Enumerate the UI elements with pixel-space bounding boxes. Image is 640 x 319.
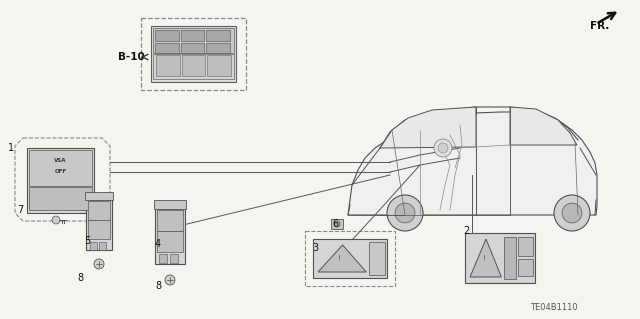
Text: 8: 8 [155, 281, 161, 291]
Text: 4: 4 [155, 239, 161, 249]
Bar [369, 242, 385, 275]
Text: VSA: VSA [54, 159, 67, 164]
Polygon shape [510, 107, 577, 145]
Bar [331, 219, 343, 229]
Bar [85, 192, 113, 200]
Circle shape [395, 203, 415, 223]
Bar [180, 30, 204, 41]
Bar [182, 55, 205, 76]
Bar [88, 201, 110, 220]
Bar [518, 237, 533, 256]
Bar [90, 242, 97, 250]
Polygon shape [380, 107, 476, 148]
Text: FR.: FR. [590, 21, 609, 31]
Bar [151, 26, 236, 82]
Bar [305, 231, 395, 286]
Text: 3: 3 [312, 243, 318, 253]
Text: B-10: B-10 [118, 52, 145, 62]
Bar [99, 242, 106, 250]
Bar [170, 254, 178, 263]
Circle shape [52, 216, 60, 224]
Bar [206, 43, 230, 53]
Bar [180, 43, 204, 53]
Text: 7: 7 [17, 205, 23, 215]
Bar [153, 28, 234, 53]
Text: 5: 5 [84, 236, 90, 246]
Text: OFF: OFF [54, 169, 67, 174]
Bar [86, 195, 112, 250]
Text: 1: 1 [8, 143, 14, 153]
Circle shape [438, 143, 448, 153]
Bar [518, 259, 533, 277]
Circle shape [434, 139, 452, 157]
Bar [159, 254, 167, 263]
Text: !: ! [338, 256, 341, 262]
Text: !: ! [483, 255, 485, 261]
Polygon shape [470, 239, 501, 277]
Bar [29, 187, 92, 210]
Circle shape [94, 259, 104, 269]
Bar [154, 200, 186, 209]
Bar [27, 148, 94, 213]
Bar [157, 210, 183, 231]
Bar [153, 54, 234, 79]
Bar [29, 150, 92, 186]
Bar [155, 43, 179, 53]
Circle shape [334, 221, 340, 227]
Bar [465, 233, 535, 283]
Bar [206, 30, 230, 41]
Circle shape [562, 203, 582, 223]
Bar [156, 55, 180, 76]
Circle shape [165, 275, 175, 285]
Polygon shape [348, 112, 597, 215]
Text: TE04B1110: TE04B1110 [530, 302, 578, 311]
Text: 8: 8 [77, 273, 83, 283]
Circle shape [387, 195, 423, 231]
Bar [141, 18, 246, 90]
Text: 2: 2 [463, 226, 469, 236]
Polygon shape [318, 245, 366, 272]
Bar [155, 30, 179, 41]
Bar [88, 220, 110, 239]
Bar [504, 237, 516, 279]
Text: 6: 6 [332, 219, 338, 229]
Bar [207, 55, 231, 76]
Bar [157, 231, 183, 252]
Bar [155, 204, 185, 264]
Circle shape [554, 195, 590, 231]
Bar [313, 239, 387, 278]
